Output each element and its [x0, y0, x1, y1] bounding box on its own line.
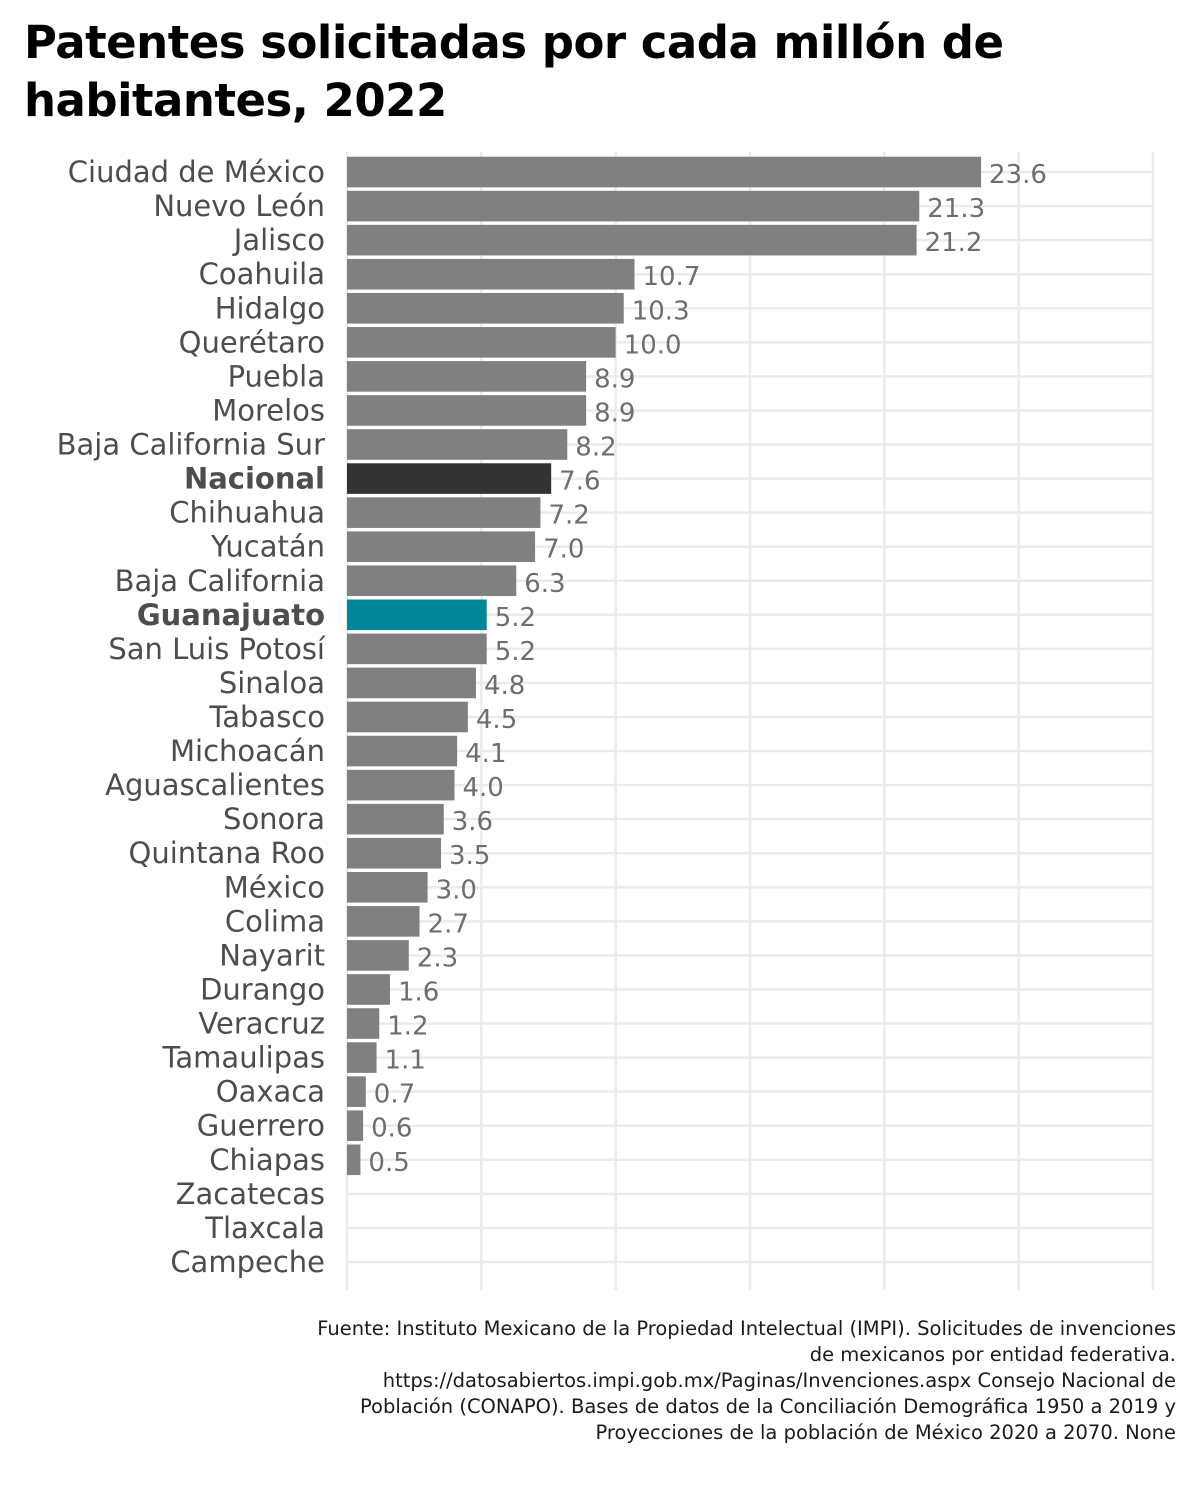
bar [347, 667, 476, 699]
value-label: 7.2 [548, 501, 589, 531]
bar [347, 463, 552, 494]
value-label: 3.0 [436, 875, 477, 905]
bar [347, 395, 587, 426]
category-label: Campeche [170, 1245, 325, 1279]
value-label: 1.1 [385, 1046, 426, 1076]
bar [347, 429, 568, 460]
value-label: 8.9 [594, 398, 635, 428]
category-label: Querétaro [179, 325, 325, 359]
value-label: 10.7 [642, 262, 700, 292]
category-label: Baja California Sur [57, 428, 325, 462]
category-label: Sonora [223, 802, 325, 836]
category-label: Oaxaca [216, 1075, 325, 1109]
value-label: 21.3 [927, 194, 985, 224]
value-label: 1.6 [398, 977, 439, 1007]
bar [347, 361, 587, 392]
bar [347, 327, 616, 358]
bar [347, 599, 487, 631]
bar [347, 837, 442, 869]
category-label: Michoacán [170, 734, 325, 768]
bar [347, 871, 428, 903]
value-labels: 23.621.3 21.2 10.7 10.3 10.0 8.9 8.9 8.2 7.6 7.2 7… [368, 160, 1047, 1178]
category-label: Durango [200, 972, 325, 1006]
value-label: 3.6 [452, 807, 493, 837]
bar [347, 531, 536, 562]
value-label: 5.2 [495, 637, 536, 667]
category-label: Tabasco [208, 700, 325, 734]
bar [347, 156, 982, 188]
category-label: México [224, 870, 325, 904]
category-label: Guanajuato [137, 598, 325, 632]
bar [347, 292, 624, 324]
value-label: 2.3 [417, 943, 458, 973]
category-label: Chiapas [209, 1143, 325, 1177]
bar [347, 769, 455, 801]
value-label: 10.3 [632, 296, 690, 326]
category-label: Sinaloa [219, 666, 325, 700]
value-label: 4.5 [476, 705, 517, 735]
value-label: 3.5 [449, 841, 490, 871]
category-label: Nuevo León [153, 189, 325, 223]
bar [347, 633, 487, 665]
bar [347, 1076, 366, 1107]
bars [347, 156, 982, 1176]
value-label: 4.8 [484, 671, 525, 701]
value-label: 21.2 [925, 228, 983, 258]
value-label: 10.0 [624, 330, 682, 360]
bar [347, 906, 420, 937]
category-label: Coahuila [199, 257, 325, 291]
value-label: 4.1 [465, 739, 506, 769]
category-label: Quintana Roo [129, 836, 326, 870]
value-label: 5.2 [495, 603, 536, 633]
category-label: Nayarit [219, 938, 325, 972]
category-label: Nacional [184, 462, 325, 496]
category-label: Guerrero [197, 1109, 325, 1143]
category-label: Veracruz [198, 1007, 325, 1041]
value-label: 4.0 [462, 773, 503, 803]
category-label: Tlaxcala [204, 1211, 325, 1245]
category-label: Puebla [228, 359, 325, 393]
category-label: Yucatán [210, 530, 325, 564]
chart-title: Patentes solicitadas por cada millón de … [24, 16, 1004, 127]
value-label: 8.9 [594, 364, 635, 394]
value-label: 0.6 [371, 1114, 412, 1144]
category-label: Zacatecas [176, 1177, 325, 1211]
bar [347, 497, 541, 528]
category-label: Chihuahua [169, 496, 325, 530]
category-label: Ciudad de México [68, 155, 325, 189]
category-label: San Luis Potosí [108, 632, 326, 666]
category-label: Baja California [115, 564, 325, 598]
category-label: Jalisco [232, 223, 325, 257]
bar [347, 735, 458, 767]
value-label: 8.2 [575, 433, 616, 463]
value-label: 7.0 [543, 535, 584, 565]
bar [347, 940, 409, 971]
bar [347, 1042, 377, 1073]
category-label: Morelos [212, 393, 325, 427]
bar [347, 1008, 380, 1039]
value-label: 1.2 [387, 1012, 428, 1042]
bar [347, 974, 390, 1005]
value-label: 7.6 [559, 467, 600, 497]
bar [347, 1110, 364, 1142]
bar [347, 224, 917, 256]
bar [347, 803, 444, 835]
category-label: Hidalgo [215, 291, 325, 325]
source-note: Fuente: Instituto Mexicano de la Propied… [317, 1317, 1176, 1444]
category-label: Tamaulipas [162, 1041, 326, 1075]
value-label: 23.6 [989, 160, 1047, 190]
category-label: Aguascalientes [105, 768, 325, 802]
bar [347, 565, 517, 597]
value-label: 0.5 [368, 1148, 409, 1178]
bar [347, 190, 920, 222]
value-label: 2.7 [428, 909, 469, 939]
bar [347, 701, 468, 733]
bar [347, 1144, 361, 1176]
category-label: Colima [225, 904, 325, 938]
bar [347, 258, 635, 290]
value-label: 6.3 [524, 569, 565, 599]
value-label: 0.7 [374, 1080, 415, 1110]
